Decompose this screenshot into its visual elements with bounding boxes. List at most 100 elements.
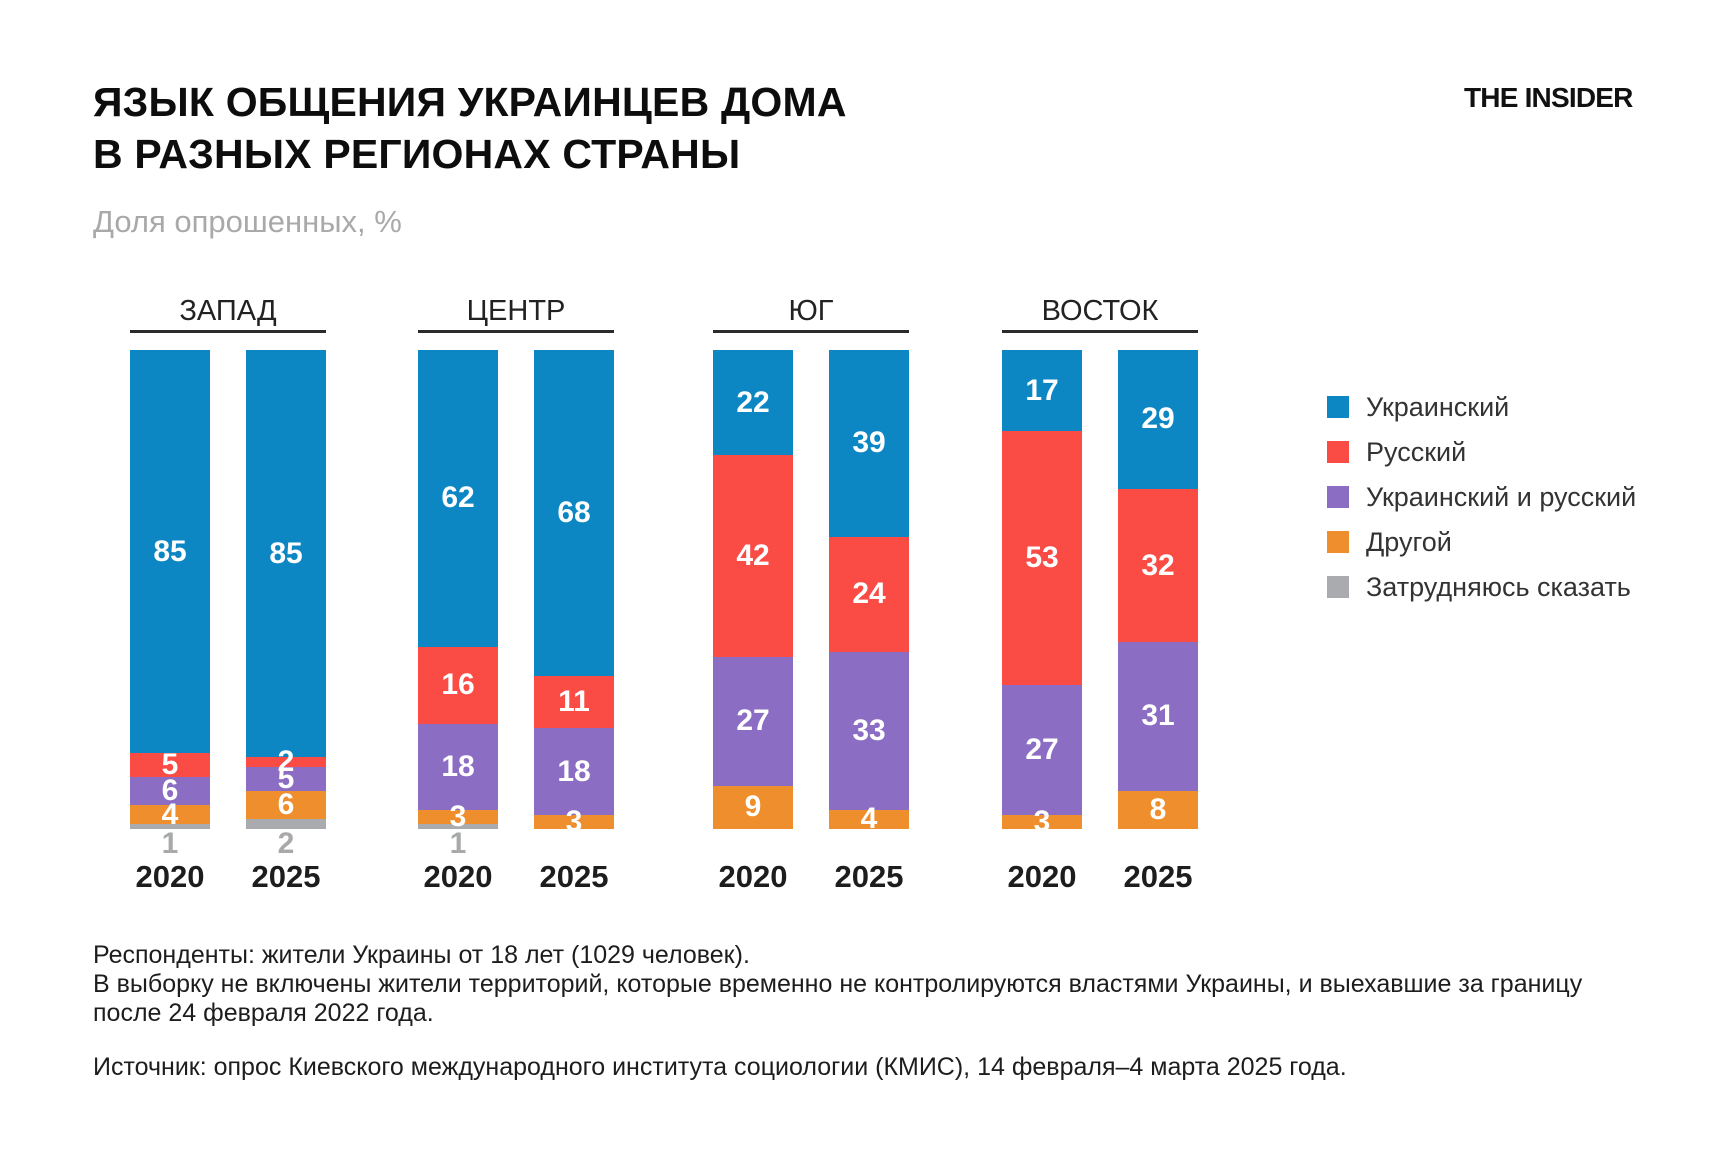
segment: 5 <box>130 748 210 781</box>
page-title-line1: ЯЗЫК ОБЩЕНИЯ УКРАИНЦЕВ ДОМА <box>93 79 847 125</box>
bar-column-2025: 85 2 5 6 2 2025 <box>246 350 326 895</box>
year-label: 2020 <box>718 859 788 894</box>
segment-value-label: 42 <box>736 538 770 572</box>
chart-legend: Украинский Русский Украинский и русский Дру… <box>1327 392 1636 621</box>
segment-value-label: 3 <box>565 804 583 838</box>
legend-item-4: Другой <box>1327 527 1636 557</box>
segment <box>418 824 498 829</box>
legend-item-1: Украинский <box>1327 392 1636 422</box>
segment-value-label: 16 <box>441 668 475 702</box>
legend-label: Русский <box>1366 436 1467 467</box>
segment: 5 <box>246 762 326 795</box>
segment: 18 <box>418 723 498 810</box>
bars-row: 17 53 27 3 2020 29 32 31 8 2025 <box>1002 350 1198 895</box>
bars-row: 85 5 6 4 1 2020 85 2 5 6 2 2025 <box>130 350 326 895</box>
legend-swatch-icon <box>1327 576 1349 598</box>
bars-row: 22 42 27 9 2020 39 24 33 4 2025 <box>713 350 909 895</box>
segment: 29 <box>1118 350 1198 489</box>
footer-notes: Респонденты: жители Украины от 18 лет (1… <box>93 941 1653 1082</box>
stacked-bar: 85 5 6 4 <box>130 350 210 831</box>
bar-column-2020: 17 53 27 3 2020 <box>1002 350 1082 895</box>
segment: 62 <box>418 350 498 647</box>
segment-value-label: 18 <box>557 754 591 788</box>
segment-value-label: 17 <box>1025 373 1059 407</box>
region-underline <box>1002 330 1198 333</box>
segment: 33 <box>829 651 909 810</box>
segment-value-label: 22 <box>736 385 770 419</box>
segment: 24 <box>829 536 909 652</box>
stacked-bar: 68 11 18 3 <box>534 350 614 838</box>
the-insider-logo: THE INSIDER <box>1464 82 1633 113</box>
segment: 4 <box>829 802 909 835</box>
segment: 3 <box>418 800 498 833</box>
segment: 85 <box>246 350 326 758</box>
segment-value-label: 29 <box>1141 402 1175 436</box>
region-title: ВОСТОК <box>1041 295 1159 327</box>
region-group-2: ЦЕНТР 62 16 18 3 1 2020 68 11 18 3 2025 <box>418 296 614 895</box>
legend-swatch-icon <box>1327 441 1349 463</box>
stacked-bar: 17 53 27 3 <box>1002 350 1082 838</box>
region-underline <box>130 330 326 333</box>
year-label: 2025 <box>251 859 321 894</box>
hard-to-say-value-label: 2 <box>277 827 295 860</box>
segment-value-label: 5 <box>161 747 179 781</box>
segment: 6 <box>130 774 210 808</box>
segment: 85 <box>130 350 210 754</box>
segment: 9 <box>713 785 793 829</box>
stacked-bar: 85 2 5 6 <box>246 350 326 829</box>
region-group-1: ЗАПАД 85 5 6 4 1 2020 85 2 5 6 2 2025 <box>130 296 326 895</box>
hard-to-say-value-label: 1 <box>449 827 467 860</box>
segment: 39 <box>829 350 909 537</box>
segment <box>130 824 210 829</box>
segment-value-label: 6 <box>161 774 179 808</box>
legend-item-3: Украинский и русский <box>1327 482 1636 512</box>
segment: 53 <box>1002 431 1082 686</box>
legend-label: Украинский и русский <box>1366 481 1637 512</box>
segment-value-label: 18 <box>441 749 475 783</box>
region-title: ЮГ <box>788 295 834 327</box>
hard-to-say-value-label <box>713 829 793 856</box>
region-group-4: ВОСТОК 17 53 27 3 2020 29 32 31 8 2025 <box>1002 296 1198 895</box>
segment: 68 <box>534 350 614 676</box>
segment: 16 <box>418 646 498 724</box>
year-label: 2025 <box>1123 859 1193 894</box>
segment <box>246 819 326 829</box>
region-title: ЗАПАД <box>179 295 277 327</box>
year-label: 2025 <box>539 859 609 894</box>
legend-item-5: Затрудняюсь сказать <box>1327 572 1636 602</box>
segment: 27 <box>1002 685 1082 815</box>
hard-to-say-value-label: 1 <box>161 827 179 860</box>
bar-column-2025: 39 24 33 4 2025 <box>829 350 909 895</box>
segment: 27 <box>713 656 793 786</box>
page-subtitle: Доля опрошенных, % <box>93 204 402 239</box>
year-label: 2020 <box>423 859 493 894</box>
legend-swatch-icon <box>1327 486 1349 508</box>
segment-value-label: 27 <box>736 704 770 738</box>
segment-value-label: 85 <box>269 536 303 570</box>
stacked-bar: 39 24 33 4 <box>829 350 909 835</box>
segment-value-label: 2 <box>277 744 295 778</box>
legend-swatch-icon <box>1327 396 1349 418</box>
segment-value-label: 53 <box>1025 541 1059 575</box>
hard-to-say-value-label <box>1118 829 1198 856</box>
year-label: 2020 <box>135 859 205 894</box>
legend-label: Другой <box>1366 526 1452 557</box>
segment-value-label: 85 <box>153 534 187 568</box>
bar-column-2020: 22 42 27 9 2020 <box>713 350 793 895</box>
segment: 4 <box>130 798 210 831</box>
region-group-3: ЮГ 22 42 27 9 2020 39 24 33 4 2025 <box>713 296 909 895</box>
stacked-bar: 62 16 18 3 <box>418 350 498 833</box>
segment: 2 <box>246 745 326 778</box>
segment-value-label: 24 <box>852 577 886 611</box>
segment: 8 <box>1118 790 1198 829</box>
segment: 17 <box>1002 350 1082 432</box>
bars-row: 62 16 18 3 1 2020 68 11 18 3 2025 <box>418 350 614 895</box>
segment-value-label: 8 <box>1149 792 1167 826</box>
segment-value-label: 4 <box>860 802 878 836</box>
segment-value-label: 3 <box>1033 804 1051 838</box>
segment: 31 <box>1118 642 1198 791</box>
legend-label: Затрудняюсь сказать <box>1366 571 1631 602</box>
segment-value-label: 68 <box>557 495 591 529</box>
segment: 6 <box>246 788 326 821</box>
